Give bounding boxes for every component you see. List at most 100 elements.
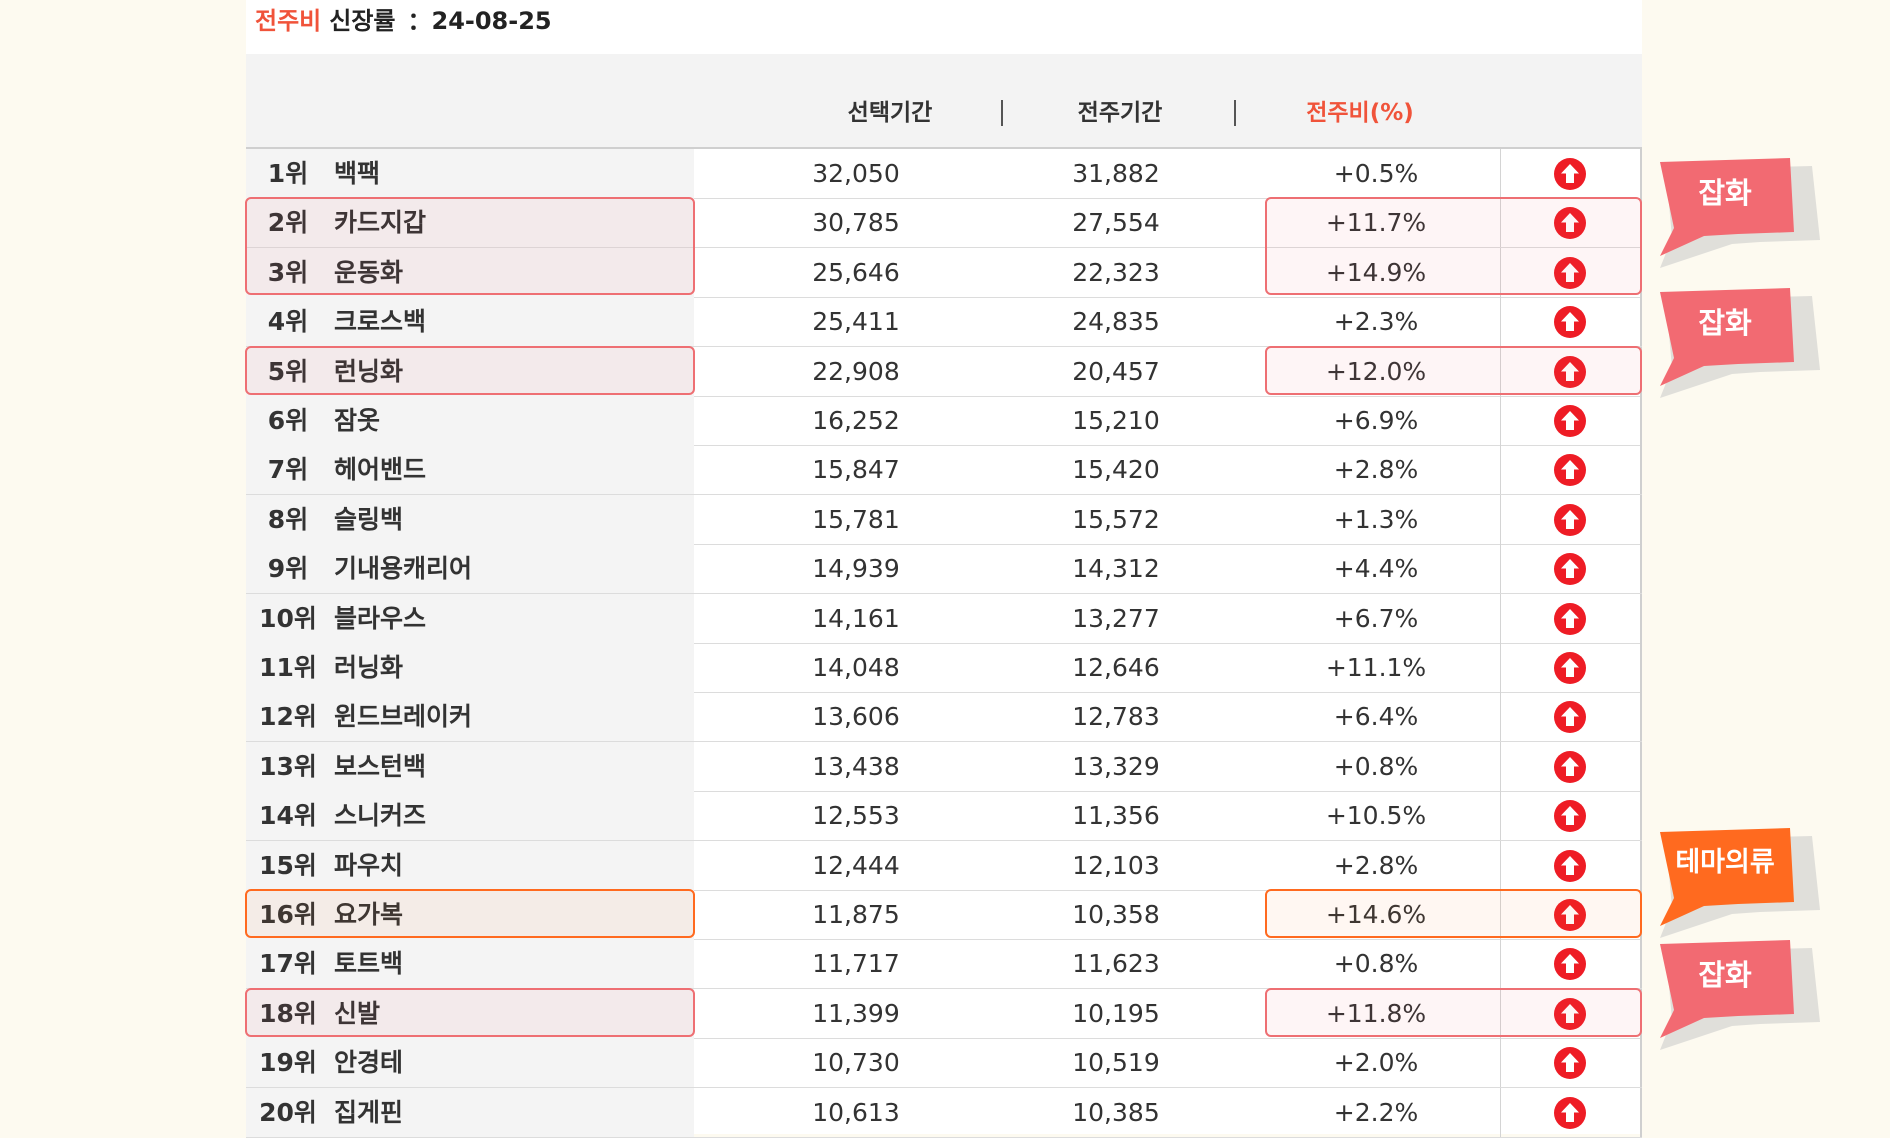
- column-divider: [1500, 1038, 1501, 1088]
- change-percent-value: +11.1%: [1325, 653, 1427, 682]
- previous-period-value: 15,572: [1072, 504, 1160, 534]
- highlight-change-rank16: [1265, 889, 1642, 938]
- selected-period-value: 12,553: [812, 801, 900, 831]
- table-row[interactable]: 11위 러닝화 14,048 12,646 +11.1%: [246, 643, 1642, 693]
- keyword-label[interactable]: 안경테: [334, 1048, 404, 1078]
- keyword-label[interactable]: 스니커즈: [334, 801, 427, 831]
- table-right-border: [1640, 494, 1642, 544]
- selected-period-value: 15,781: [812, 504, 900, 534]
- keyword-label[interactable]: 백팩: [334, 159, 381, 188]
- selected-period-value: 14,161: [812, 603, 900, 633]
- change-percent-value: +2.0%: [1333, 1048, 1419, 1078]
- table-row[interactable]: 14위 스니커즈 12,553 11,356 +10.5%: [246, 791, 1642, 842]
- table-row[interactable]: 8위 슬링백 15,781 15,572 +1.3%: [246, 494, 1642, 545]
- keyword-label[interactable]: 블라우스: [334, 603, 427, 633]
- rank-label: 14위: [259, 801, 317, 831]
- table-row[interactable]: 6위 잠옷 16,252 15,210 +6.9%: [246, 396, 1642, 446]
- arrow-up-circle-icon: [1554, 256, 1586, 289]
- table-row[interactable]: 9위 기내용캐리어 14,939 14,312 +4.4%: [246, 544, 1642, 595]
- table-row[interactable]: 16위 요가복 11,875 10,358 +14.6%: [246, 890, 1642, 940]
- keyword-label[interactable]: 러닝화: [334, 653, 404, 682]
- selected-period-value: 25,411: [812, 307, 900, 337]
- rank-label: 1위: [267, 159, 309, 188]
- header-previous-period[interactable]: 전주기간: [1077, 100, 1163, 126]
- table-row[interactable]: 1위 백팩 32,050 31,882 +0.5%: [246, 149, 1642, 199]
- table-row[interactable]: 12위 윈드브레이커 13,606 12,783 +6.4%: [246, 692, 1642, 743]
- column-divider: [1500, 198, 1501, 248]
- change-percent-value: +2.8%: [1333, 455, 1419, 485]
- table-row[interactable]: 13위 보스턴백 13,438 13,329 +0.8%: [246, 741, 1642, 792]
- rank-label: 9위: [267, 554, 309, 584]
- keyword-label[interactable]: 신발: [334, 998, 381, 1028]
- header-change-percent[interactable]: 전주비(%): [1306, 100, 1414, 126]
- table-right-border: [1640, 692, 1642, 742]
- column-divider: [1500, 445, 1501, 495]
- table-row[interactable]: 17위 토트백 11,717 11,623 +0.8%: [246, 939, 1642, 990]
- keyword-label[interactable]: 토트백: [334, 949, 404, 979]
- highlight-keyword-rank2-3: [245, 197, 695, 295]
- previous-period-value: 13,277: [1072, 603, 1160, 633]
- keyword-cell: [246, 297, 694, 347]
- selected-period-value: 22,908: [812, 356, 900, 386]
- keyword-label[interactable]: 파우치: [334, 850, 404, 880]
- keyword-cell: [246, 939, 694, 989]
- table-row[interactable]: 7위 헤어밴드 15,847 15,420 +2.8%: [246, 445, 1642, 496]
- keyword-cell: [246, 149, 694, 198]
- previous-period-value: 11,623: [1072, 949, 1160, 979]
- rank-label: 16위: [259, 900, 317, 929]
- selected-period-value: 15,847: [812, 455, 900, 485]
- table-right-border: [1640, 149, 1642, 198]
- arrow-up-circle-icon: [1554, 800, 1586, 833]
- callout-bubble-shape: [1660, 288, 1820, 398]
- keyword-label[interactable]: 카드지갑: [334, 208, 427, 238]
- selected-period-value: 11,875: [812, 900, 900, 929]
- previous-period-value: 10,358: [1072, 900, 1160, 929]
- keyword-label[interactable]: 런닝화: [334, 356, 404, 386]
- rank-label: 3위: [267, 257, 309, 287]
- table-row[interactable]: 3위 운동화 25,646 22,323 +14.9%: [246, 247, 1642, 298]
- table-row[interactable]: 20위 집게핀 10,613 10,385 +2.2%: [246, 1087, 1642, 1138]
- table-row[interactable]: 18위 신발 11,399 10,195 +11.8%: [246, 988, 1642, 1039]
- keyword-label[interactable]: 크로스백: [334, 307, 427, 337]
- keyword-label[interactable]: 윈드브레이커: [334, 702, 473, 732]
- rank-label: 7위: [267, 455, 309, 485]
- keyword-label[interactable]: 잠옷: [334, 406, 381, 435]
- callout-label: 잡화: [1698, 306, 1752, 340]
- previous-period-value: 11,356: [1072, 801, 1160, 831]
- title-accent: 전주비: [255, 7, 322, 35]
- table-row[interactable]: 5위 런닝화 22,908 20,457 +12.0%: [246, 346, 1642, 397]
- callout-bubble-shape: [1660, 158, 1820, 268]
- highlight-change-rank5: [1265, 346, 1642, 395]
- column-divider: [1500, 297, 1501, 347]
- arrow-up-circle-icon: [1554, 207, 1586, 240]
- table-row[interactable]: 10위 블라우스 14,161 13,277 +6.7%: [246, 593, 1642, 644]
- keyword-label[interactable]: 요가복: [334, 900, 404, 929]
- table-right-border: [1640, 396, 1642, 445]
- table-row[interactable]: 19위 안경테 10,730 10,519 +2.0%: [246, 1038, 1642, 1089]
- selected-period-value: 25,646: [812, 257, 900, 287]
- keyword-cell: [246, 890, 694, 939]
- callout-bubble-shape: [1660, 940, 1820, 1050]
- header-selected-period[interactable]: 선택기간: [847, 100, 933, 126]
- table-row[interactable]: 2위 카드지갑 30,785 27,554 +11.7%: [246, 198, 1642, 249]
- previous-period-value: 15,420: [1072, 455, 1160, 485]
- keyword-label[interactable]: 집게핀: [334, 1097, 404, 1127]
- previous-period-value: 14,312: [1072, 554, 1160, 584]
- keyword-label[interactable]: 기내용캐리어: [334, 554, 473, 584]
- table-row[interactable]: 15위 파우치 12,444 12,103 +2.8%: [246, 840, 1642, 891]
- keyword-label[interactable]: 운동화: [334, 257, 404, 287]
- previous-period-value: 10,519: [1072, 1048, 1160, 1078]
- previous-period-value: 12,103: [1072, 850, 1160, 880]
- keyword-label[interactable]: 헤어밴드: [334, 455, 427, 485]
- change-percent-value: +10.5%: [1325, 801, 1427, 831]
- keyword-label[interactable]: 슬링백: [334, 504, 404, 534]
- change-percent-value: +2.8%: [1333, 850, 1419, 880]
- title-label: 신장률: [329, 7, 396, 35]
- arrow-up-circle-icon: [1554, 355, 1586, 388]
- table-row[interactable]: 4위 크로스백 25,411 24,835 +2.3%: [246, 297, 1642, 348]
- table-right-border: [1640, 445, 1642, 495]
- change-percent-value: +4.4%: [1333, 554, 1419, 584]
- rank-label: 6위: [267, 406, 309, 435]
- table-top-border: [246, 147, 1642, 149]
- keyword-label[interactable]: 보스턴백: [334, 751, 427, 781]
